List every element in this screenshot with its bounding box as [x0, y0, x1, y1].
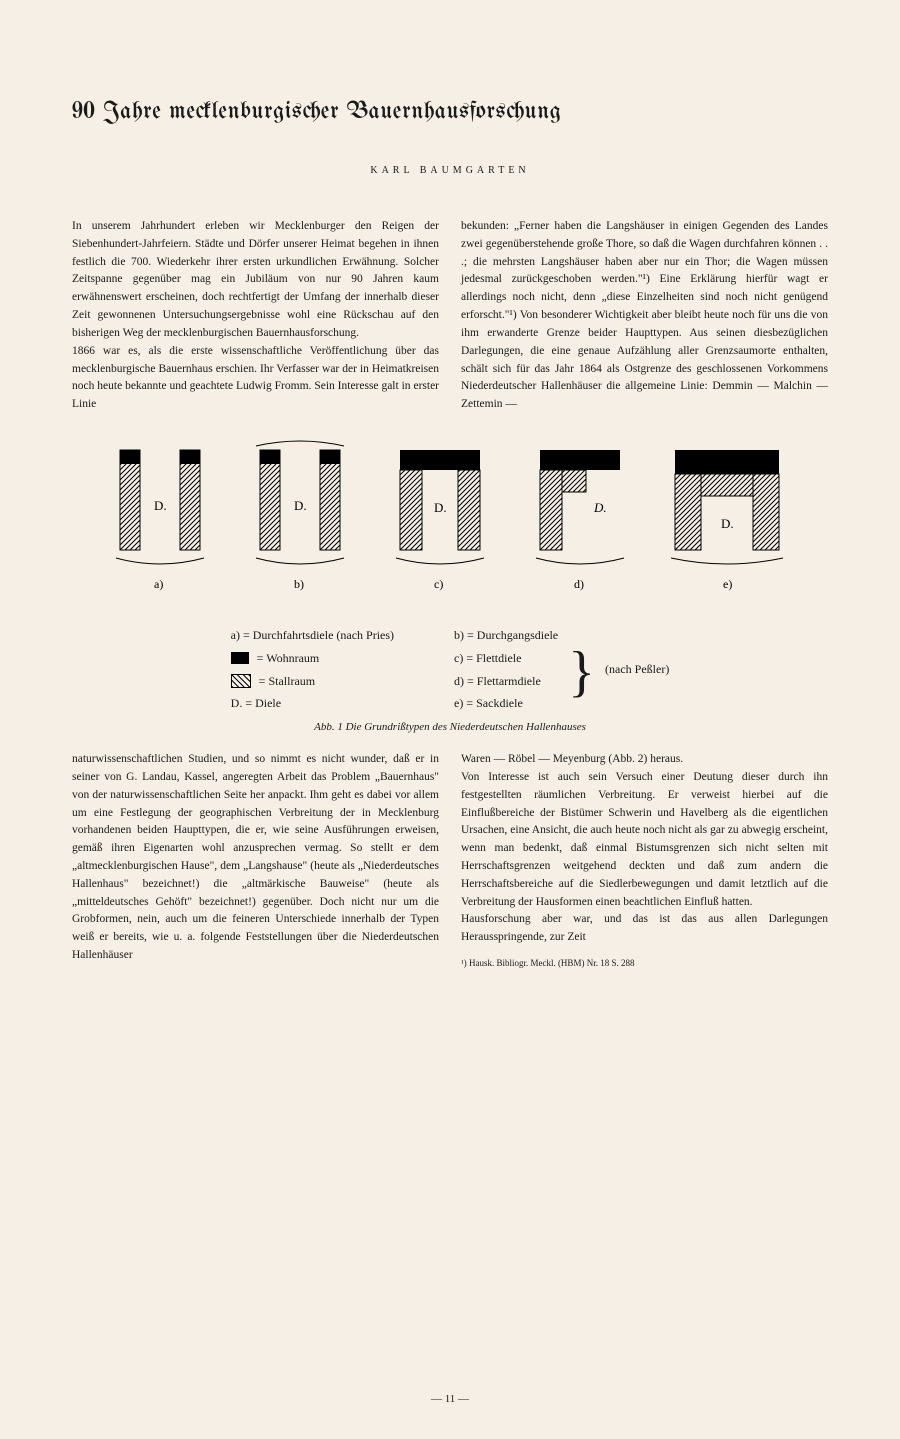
figure-caption: Abb. 1 Die Grundrißtypen des Niederdeuts… [72, 721, 828, 733]
svg-text:D.: D. [593, 500, 607, 515]
legend-wohn: = Wohnraum [257, 647, 320, 670]
svg-text:d): d) [574, 577, 584, 591]
svg-text:D.: D. [721, 516, 734, 531]
svg-text:b): b) [294, 577, 304, 591]
legend-d: d) = Flettarmdiele [454, 670, 558, 693]
swatch-black-icon [231, 652, 249, 664]
author-name: KARL BAUMGARTEN [72, 165, 828, 176]
svg-text:D.: D. [154, 498, 167, 513]
para-1b-left: 1866 war es, als die erste wissenschaftl… [72, 345, 439, 410]
svg-text:D.: D. [294, 498, 307, 513]
legend-diele: D. = Diele [231, 692, 394, 715]
figure-legend: a) = Durchfahrtsdiele (nach Pries) = Woh… [72, 624, 828, 715]
page-number: — 11 — [0, 1393, 900, 1405]
diagram-svg: D. a) D. b) D. c) [100, 440, 800, 600]
svg-text:c): c) [434, 577, 443, 591]
legend-note: (nach Peßler) [605, 658, 669, 681]
text-block-1: In unserem Jahrhundert erleben wir Meckl… [72, 218, 828, 414]
svg-text:D.: D. [434, 500, 447, 515]
legend-stall: = Stallraum [259, 670, 315, 693]
para-2-right-a: Waren — Röbel — Meyenburg (Abb. 2) herau… [461, 753, 683, 765]
page-title: 90 Jahre mecklenburgischer Bauernhausfor… [72, 100, 828, 125]
text-block-2: naturwissenschaftlichen Studien, und so … [72, 751, 828, 971]
legend-e: e) = Sackdiele [454, 692, 558, 715]
para-2-right-c: Hausforschung aber war, und das ist das … [461, 913, 828, 943]
svg-text:a): a) [154, 577, 163, 591]
figure-1: D. a) D. b) D. c) [72, 440, 828, 733]
para-1-right: bekunden: „Ferner haben die Langshäuser … [461, 220, 828, 410]
para-2-right-b: Von Interesse ist auch sein Versuch eine… [461, 771, 828, 908]
para-1-left: In unserem Jahrhundert erleben wir Meckl… [72, 220, 439, 339]
legend-c: c) = Flettdiele [454, 647, 558, 670]
para-2-left: naturwissenschaftlichen Studien, und so … [72, 753, 439, 961]
swatch-hatch-icon [231, 674, 251, 688]
footnote-1: ¹) Hausk. Bibliogr. Meckl. (HBM) Nr. 18 … [461, 957, 828, 971]
legend-a: a) = Durchfahrtsdiele (nach Pries) [231, 624, 394, 647]
svg-text:e): e) [723, 577, 732, 591]
legend-b: b) = Durchgangsdiele [454, 624, 558, 647]
